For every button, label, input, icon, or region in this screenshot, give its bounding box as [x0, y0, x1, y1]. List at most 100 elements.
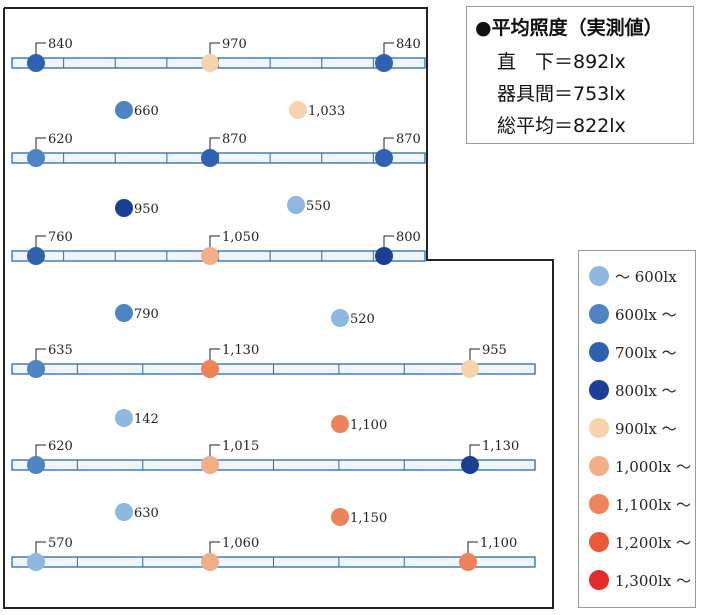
value-leader-line [469, 444, 480, 458]
measurement-value: 550 [306, 199, 331, 214]
measurement-value: 1,050 [222, 230, 259, 245]
legend-item: 1,300lx ～ [589, 563, 691, 597]
value-leader-line [35, 348, 46, 362]
measurement-value: 570 [48, 536, 73, 551]
fixture-rows-layer [11, 57, 536, 568]
value-leader-line [209, 42, 220, 56]
legend-label: 1,000lx ～ [615, 457, 691, 476]
legend-item: 600lx ～ [589, 297, 677, 331]
measurement-value: 1,130 [222, 343, 259, 358]
measurement-point [115, 503, 133, 521]
measurement-value: 1,033 [308, 104, 345, 119]
measurement-point [27, 360, 45, 378]
measurement-point [201, 247, 219, 265]
measurement-value: 790 [134, 307, 159, 322]
legend-label: 1,200lx ～ [615, 533, 691, 552]
measurement-point [331, 415, 349, 433]
measurement-value: 1,015 [222, 439, 259, 454]
legend-item: 900lx ～ [589, 411, 677, 445]
legend-swatch [589, 532, 609, 552]
measurement-value: 950 [134, 202, 159, 217]
measurement-value: 660 [134, 104, 159, 119]
value-leader-line [467, 541, 478, 555]
measurement-value: 620 [48, 439, 73, 454]
summary-title: ●平均照度（実測値） [475, 17, 663, 39]
measurement-value: 520 [350, 312, 375, 327]
legend-item: 1,200lx ～ [589, 525, 691, 559]
legend-swatch [589, 570, 609, 590]
measurement-value: 1,150 [350, 511, 387, 526]
measurement-point [201, 553, 219, 571]
color-legend: ～ 600lx 600lx ～ 700lx ～ 800lx ～ 900lx ～ … [578, 250, 696, 608]
value-leader-line [209, 137, 220, 151]
measurement-value: 1,130 [482, 439, 519, 454]
value-leader-line [35, 235, 46, 249]
legend-item: 1,100lx ～ [589, 487, 691, 521]
measurement-points-layer: 840 970 840 620 870 870 760 1,050 800 635 1,130 955… [27, 37, 519, 571]
fixture-row [11, 363, 536, 375]
measurement-point [375, 54, 393, 72]
measurement-value: 620 [48, 132, 73, 147]
value-leader-line [35, 42, 46, 56]
legend-swatch [589, 342, 609, 362]
legend-swatch [589, 418, 609, 438]
legend-label: 1,300lx ～ [615, 571, 691, 590]
summary-between: 器具間＝753lx [497, 83, 626, 105]
value-leader-line [209, 235, 220, 249]
measurement-value: 630 [134, 506, 159, 521]
fixture-row [11, 459, 536, 471]
measurement-value: 955 [482, 343, 507, 358]
summary-overall: 総平均＝822lx [497, 115, 626, 137]
legend-label: 1,100lx ～ [615, 495, 691, 514]
measurement-point [27, 149, 45, 167]
measurement-point [375, 247, 393, 265]
legend-swatch [589, 266, 609, 286]
legend-label: 900lx ～ [615, 419, 677, 438]
value-leader-line [209, 541, 220, 555]
room-outline [3, 7, 554, 609]
legend-item: ～ 600lx [589, 259, 677, 293]
measurement-value: 970 [222, 37, 247, 52]
measurement-point [201, 149, 219, 167]
legend-label: ～ 600lx [615, 267, 677, 286]
measurement-point [375, 149, 393, 167]
measurement-point [331, 508, 349, 526]
value-leader-line [35, 444, 46, 458]
legend-label: 600lx ～ [615, 305, 677, 324]
measurement-value: 870 [222, 132, 247, 147]
value-leader-line [209, 444, 220, 458]
legend-label: 800lx ～ [615, 381, 677, 400]
measurement-point [289, 101, 307, 119]
measurement-point [27, 456, 45, 474]
legend-swatch [589, 380, 609, 400]
legend-swatch [589, 456, 609, 476]
measurement-point [201, 360, 219, 378]
measurement-value: 800 [396, 230, 421, 245]
measurement-point [27, 247, 45, 265]
value-leader-line [383, 137, 394, 151]
measurement-value: 142 [134, 412, 159, 427]
measurement-point [27, 553, 45, 571]
measurement-point [461, 360, 479, 378]
legend-swatch [589, 494, 609, 514]
average-illuminance-summary: ●平均照度（実測値） 直 下＝892lx 器具間＝753lx 総平均＝822lx [466, 6, 694, 144]
legend-item: 700lx ～ [589, 335, 677, 369]
fixture-row [11, 556, 536, 568]
measurement-value: 760 [48, 230, 73, 245]
legend-label: 700lx ～ [615, 343, 677, 362]
measurement-point [115, 409, 133, 427]
measurement-point [201, 54, 219, 72]
measurement-point [115, 199, 133, 217]
value-leader-line [383, 235, 394, 249]
legend-item: 1,000lx ～ [589, 449, 691, 483]
summary-direct: 直 下＝892lx [497, 51, 626, 73]
measurement-value: 1,100 [480, 536, 517, 551]
value-leader-line [35, 137, 46, 151]
value-leader-line [209, 348, 220, 362]
measurement-value: 1,060 [222, 536, 259, 551]
measurement-point [461, 456, 479, 474]
measurement-value: 840 [48, 37, 73, 52]
measurement-point [201, 456, 219, 474]
measurement-value: 1,100 [350, 418, 387, 433]
